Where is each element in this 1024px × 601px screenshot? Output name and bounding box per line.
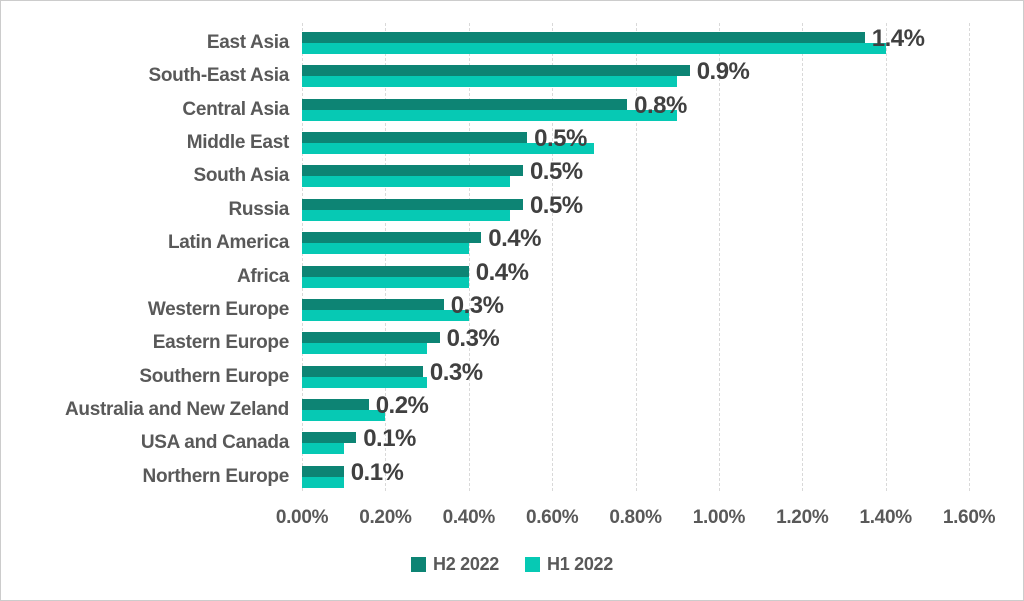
category-label: Australia and New Zeland <box>64 398 289 420</box>
legend-swatch-icon <box>525 557 540 572</box>
data-label: 0.9% <box>696 58 750 86</box>
bar-h1-2022 <box>302 209 511 221</box>
bar-h1-2022 <box>302 276 469 288</box>
bar-h2-2022 <box>302 65 690 77</box>
category-label: South-East Asia <box>148 65 290 87</box>
gridline <box>468 23 470 491</box>
category-label: Russia <box>228 198 289 220</box>
bar-h1-2022 <box>302 76 678 88</box>
bar-h2-2022 <box>302 98 628 110</box>
bar-h1-2022 <box>302 443 344 455</box>
bar-h2-2022 <box>302 165 523 177</box>
data-label: 0.3% <box>450 291 504 319</box>
category-label: Northern Europe <box>142 465 290 487</box>
data-label: 0.5% <box>534 125 587 153</box>
bar-h2-2022 <box>302 332 440 344</box>
bar-h2-2022 <box>302 32 865 43</box>
data-label: 0.8% <box>634 91 687 119</box>
gridline <box>552 23 554 491</box>
bar-h1-2022 <box>302 343 428 355</box>
data-label: 0.5% <box>529 191 583 219</box>
bar-h2-2022 <box>302 298 444 310</box>
bar-h1-2022 <box>302 309 469 321</box>
data-label: 0.2% <box>375 391 429 419</box>
x-axis-tick-label: 0.40% <box>442 507 496 528</box>
x-axis-tick-label: 0.60% <box>525 507 579 528</box>
category-label: Eastern Europe <box>152 332 290 354</box>
data-label: 0.1% <box>350 458 404 486</box>
data-label: 0.5% <box>529 158 583 186</box>
data-label: 0.4% <box>475 258 529 286</box>
bar-h2-2022 <box>302 232 482 244</box>
bar-h2-2022 <box>302 465 344 477</box>
bar-h2-2022 <box>302 265 469 277</box>
legend-item: H1 2022 <box>525 554 613 575</box>
legend-swatch-icon <box>411 557 427 572</box>
data-label: 0.1% <box>363 425 416 453</box>
bar-h1-2022 <box>302 109 678 121</box>
legend-label: H1 2022 <box>547 554 613 574</box>
bar-h2-2022 <box>302 132 528 144</box>
bar-h1-2022 <box>302 476 344 488</box>
category-label: Latin America <box>167 232 289 254</box>
x-axis-tick-label: 0.80% <box>609 507 662 528</box>
bar-h2-2022 <box>302 432 357 444</box>
bar-h1-2022 <box>302 43 886 54</box>
category-label: USA and Canada <box>140 432 289 454</box>
data-label: 1.4% <box>871 25 925 52</box>
bar-h1-2022 <box>302 409 386 421</box>
bar-h2-2022 <box>302 398 369 410</box>
x-axis-tick-label: 1.20% <box>776 507 829 528</box>
gridline <box>385 23 387 491</box>
chart-legend: H2 2022 H1 2022 <box>1 554 1023 575</box>
data-label: 0.4% <box>488 225 541 253</box>
x-axis-tick-label: 1.40% <box>859 507 912 528</box>
category-label: Middle East <box>186 132 290 154</box>
gridline <box>885 23 887 491</box>
category-label: Western Europe <box>147 298 289 320</box>
bar-h1-2022 <box>302 143 594 155</box>
gridline <box>635 23 637 491</box>
legend-item: H2 2022 <box>411 554 499 575</box>
gridline <box>302 23 303 491</box>
legend-label: H2 2022 <box>433 554 499 574</box>
category-label: Central Asia <box>182 98 289 120</box>
x-axis-tick-label: 0.00% <box>275 507 329 528</box>
x-axis-tick-label: 1.00% <box>692 507 746 528</box>
data-label: 0.3% <box>446 325 500 353</box>
data-label: 0.3% <box>429 358 483 386</box>
bar-h2-2022 <box>302 365 423 377</box>
category-label: Southern Europe <box>139 365 289 387</box>
x-axis-tick-label: 1.60% <box>942 507 996 528</box>
bar-h1-2022 <box>302 176 511 188</box>
bar-h1-2022 <box>302 376 428 388</box>
x-axis-tick-label: 0.20% <box>359 507 412 528</box>
gridline <box>802 23 804 491</box>
bar-h2-2022 <box>302 198 523 210</box>
bar-h1-2022 <box>302 243 469 255</box>
category-label: Africa <box>236 265 289 287</box>
category-label: East Asia <box>206 32 289 53</box>
category-label: South Asia <box>193 165 289 187</box>
gridline <box>969 23 970 491</box>
gridline <box>718 23 720 491</box>
